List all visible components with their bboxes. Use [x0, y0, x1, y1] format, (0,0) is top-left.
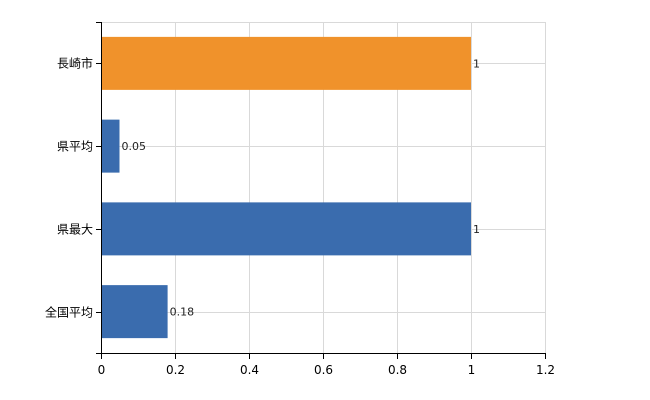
y-tick-label: 長崎市 — [57, 56, 93, 71]
bar-2 — [101, 119, 120, 173]
data-label: 1 — [473, 223, 480, 236]
bar-4 — [101, 285, 168, 339]
x-tick-label: 0 — [98, 363, 106, 377]
data-label: 0.05 — [122, 140, 147, 153]
x-tick-label: 0.4 — [240, 363, 259, 377]
data-label: 1 — [473, 57, 480, 70]
y-tick-label: 県平均 — [57, 140, 93, 154]
x-tick-label: 0.2 — [166, 363, 185, 377]
y-tick-label: 全国平均 — [45, 305, 93, 320]
y-tick-label: 県最大 — [57, 223, 93, 237]
bar-1 — [101, 36, 471, 90]
bar-3 — [101, 202, 471, 256]
x-tick-label: 0.6 — [314, 363, 333, 377]
bars — [101, 36, 471, 339]
x-tick-label: 1 — [468, 363, 476, 377]
axes — [96, 22, 546, 359]
x-tick-label: 1.2 — [536, 363, 555, 377]
data-label: 0.18 — [170, 306, 195, 319]
x-tick-label: 0.8 — [388, 363, 407, 377]
